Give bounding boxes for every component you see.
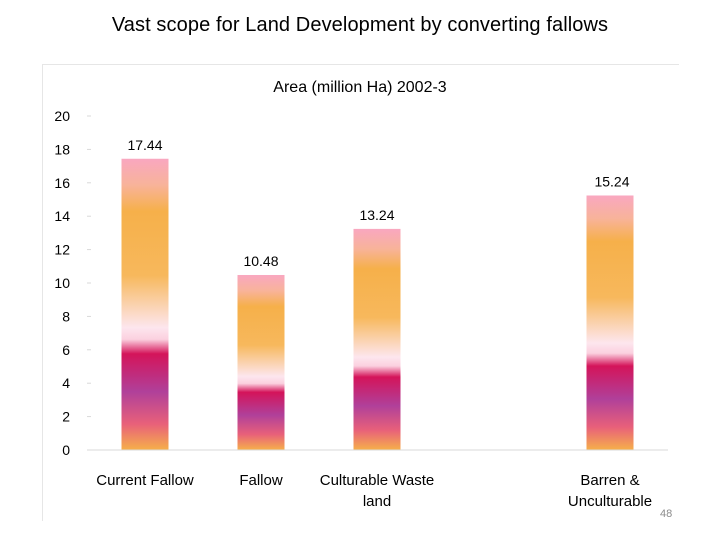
x-tick-label: Unculturable (568, 493, 652, 510)
y-tick-label: 8 (62, 308, 70, 324)
y-tick-label: 2 (62, 409, 70, 425)
y-tick-label: 4 (62, 375, 70, 391)
x-tick-label: Barren & (580, 472, 639, 489)
chart-title: Area (million Ha) 2002-3 (273, 79, 447, 96)
data-label: 17.44 (127, 137, 162, 153)
data-label: 15.24 (594, 173, 629, 189)
y-tick-label: 16 (54, 175, 70, 191)
slide-title: Vast scope for Land Development by conve… (111, 14, 609, 36)
y-tick-label: 6 (62, 342, 70, 358)
y-tick-label: 10 (54, 275, 70, 291)
bar-barren-unculturable (586, 195, 634, 450)
page-number: 48 (660, 508, 673, 520)
y-tick-label: 14 (54, 208, 70, 224)
x-tick-label: Culturable Waste (320, 472, 435, 489)
y-tick-label: 0 (62, 442, 70, 458)
bar-culturable-waste-land (353, 228, 401, 450)
x-tick-label: Fallow (239, 472, 283, 489)
x-axis: Current Fallow Fallow Culturable Waste land… (90, 449, 668, 510)
data-label: 10.48 (243, 253, 278, 269)
x-tick-label: land (363, 493, 391, 510)
chart-frame (42, 64, 679, 521)
bars: 17.44 10.48 13.24 15.24 (121, 137, 634, 450)
x-tick-label: Current Fallow (96, 472, 194, 489)
y-tick-label: 12 (54, 242, 70, 258)
bar-fallow (237, 274, 285, 450)
data-label: 13.24 (359, 207, 394, 223)
y-tick-label: 20 (54, 108, 70, 124)
y-axis: 0 2 4 6 8 10 12 14 16 18 20 (54, 108, 91, 458)
bar-current-fallow (121, 158, 169, 450)
y-tick-label: 18 (54, 141, 70, 157)
